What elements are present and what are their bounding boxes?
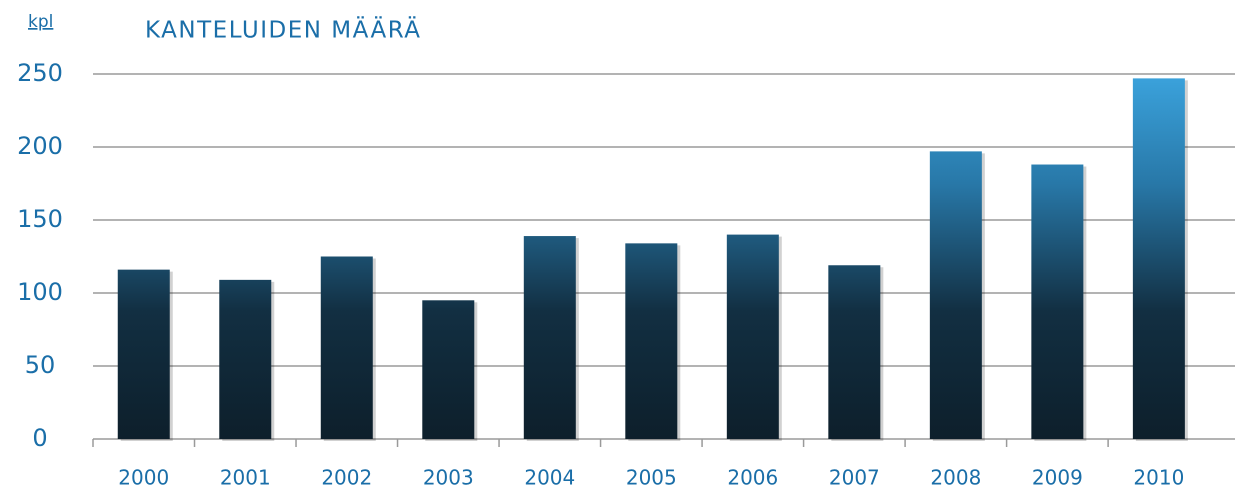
x-tick-label: 2006: [727, 466, 778, 490]
x-tick-label: 2002: [321, 466, 372, 490]
x-tick-label: 2000: [118, 466, 169, 490]
x-tick-label: 2010: [1133, 466, 1184, 490]
bar: [726, 234, 779, 439]
bar: [219, 279, 272, 439]
y-tick-label: 0: [32, 424, 47, 452]
y-tick-label: 250: [17, 59, 63, 87]
bar: [523, 236, 576, 439]
bar: [1132, 78, 1185, 439]
bar: [828, 265, 881, 439]
x-tick-label: 2007: [829, 466, 880, 490]
x-tick-label: 2009: [1032, 466, 1083, 490]
y-tick-label: 200: [17, 132, 63, 160]
bar: [117, 269, 170, 439]
bar: [625, 243, 678, 439]
y-tick-label: 100: [17, 278, 63, 306]
x-tick-label: 2003: [423, 466, 474, 490]
y-tick-label: 150: [17, 205, 63, 233]
chart-title: KANTELUIDEN MÄÄRÄ: [145, 16, 421, 44]
x-tick-label: 2004: [524, 466, 575, 490]
x-tick-label: 2008: [930, 466, 981, 490]
bar: [422, 300, 475, 439]
x-tick-label: 2005: [626, 466, 677, 490]
y-tick-label: 50: [25, 351, 56, 379]
bar: [320, 256, 373, 439]
bar: [1031, 164, 1084, 439]
x-tick-label: 2001: [220, 466, 271, 490]
y-axis-label: kpl: [28, 12, 53, 32]
bar: [929, 151, 982, 439]
